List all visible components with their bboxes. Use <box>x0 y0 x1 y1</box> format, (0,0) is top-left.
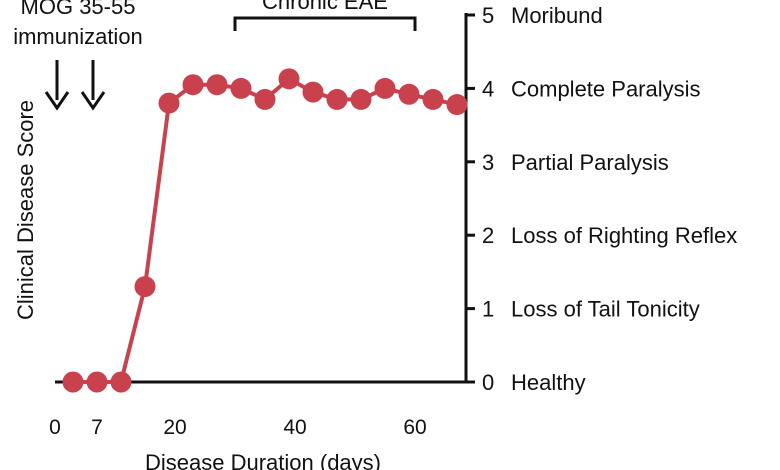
x-axis: 0 7 20 40 60 <box>49 380 466 439</box>
data-point <box>230 77 252 99</box>
arrow-down-icon <box>44 91 70 111</box>
y-tick-label: 0 <box>482 370 494 395</box>
data-point <box>134 276 156 298</box>
data-point <box>350 88 372 110</box>
y-tick-label: 2 <box>482 223 494 248</box>
x-axis-title: Disease Duration (days) <box>145 450 381 470</box>
chronic-bracket <box>233 16 417 31</box>
y-axis: 0 Healthy 1 Loss of Tail Tonicity 2 Loss of R… <box>464 3 737 395</box>
data-point <box>62 371 84 393</box>
data-point <box>254 88 276 110</box>
y-tick-label: 3 <box>482 150 494 175</box>
data-point <box>398 83 420 105</box>
x-tick-label: 60 <box>403 416 426 439</box>
data-point <box>86 371 108 393</box>
data-point <box>422 88 444 110</box>
data-point <box>158 92 180 114</box>
y-tick-label: 1 <box>482 297 494 322</box>
y-category-label: Loss of Tail Tonicity <box>511 297 700 322</box>
immunization-label: MOG 35-55 <box>21 0 136 19</box>
x-tick-label: 20 <box>163 416 186 439</box>
series-line <box>73 76 458 384</box>
y-category-label: Healthy <box>511 370 586 395</box>
data-point <box>326 88 348 110</box>
arrow-down-icon <box>80 91 106 111</box>
y-category-label: Loss of Righting Reflex <box>511 223 737 248</box>
immunization-label: immunization <box>13 24 143 49</box>
x-tick-label: 7 <box>91 416 103 439</box>
y-axis-title: Clinical Disease Score <box>13 100 38 320</box>
data-point <box>374 77 396 99</box>
data-point <box>446 94 468 116</box>
data-point <box>110 371 132 393</box>
annotations: MOG 35-55 immunization Chronic EAE <box>13 0 417 111</box>
chronic-eae-label: Chronic EAE <box>262 0 388 14</box>
y-category-label: Complete Paralysis <box>511 76 701 101</box>
series-layer <box>62 68 468 393</box>
y-category-label: Partial Paralysis <box>511 150 669 175</box>
data-point <box>182 74 204 96</box>
data-point <box>206 74 228 96</box>
x-tick-label: 40 <box>283 416 306 439</box>
y-category-label: Moribund <box>511 3 603 28</box>
y-tick-label: 5 <box>482 3 494 28</box>
data-point <box>278 68 300 90</box>
y-tick-label: 4 <box>482 76 494 101</box>
data-point <box>302 81 324 103</box>
x-tick-label: 0 <box>49 416 61 439</box>
